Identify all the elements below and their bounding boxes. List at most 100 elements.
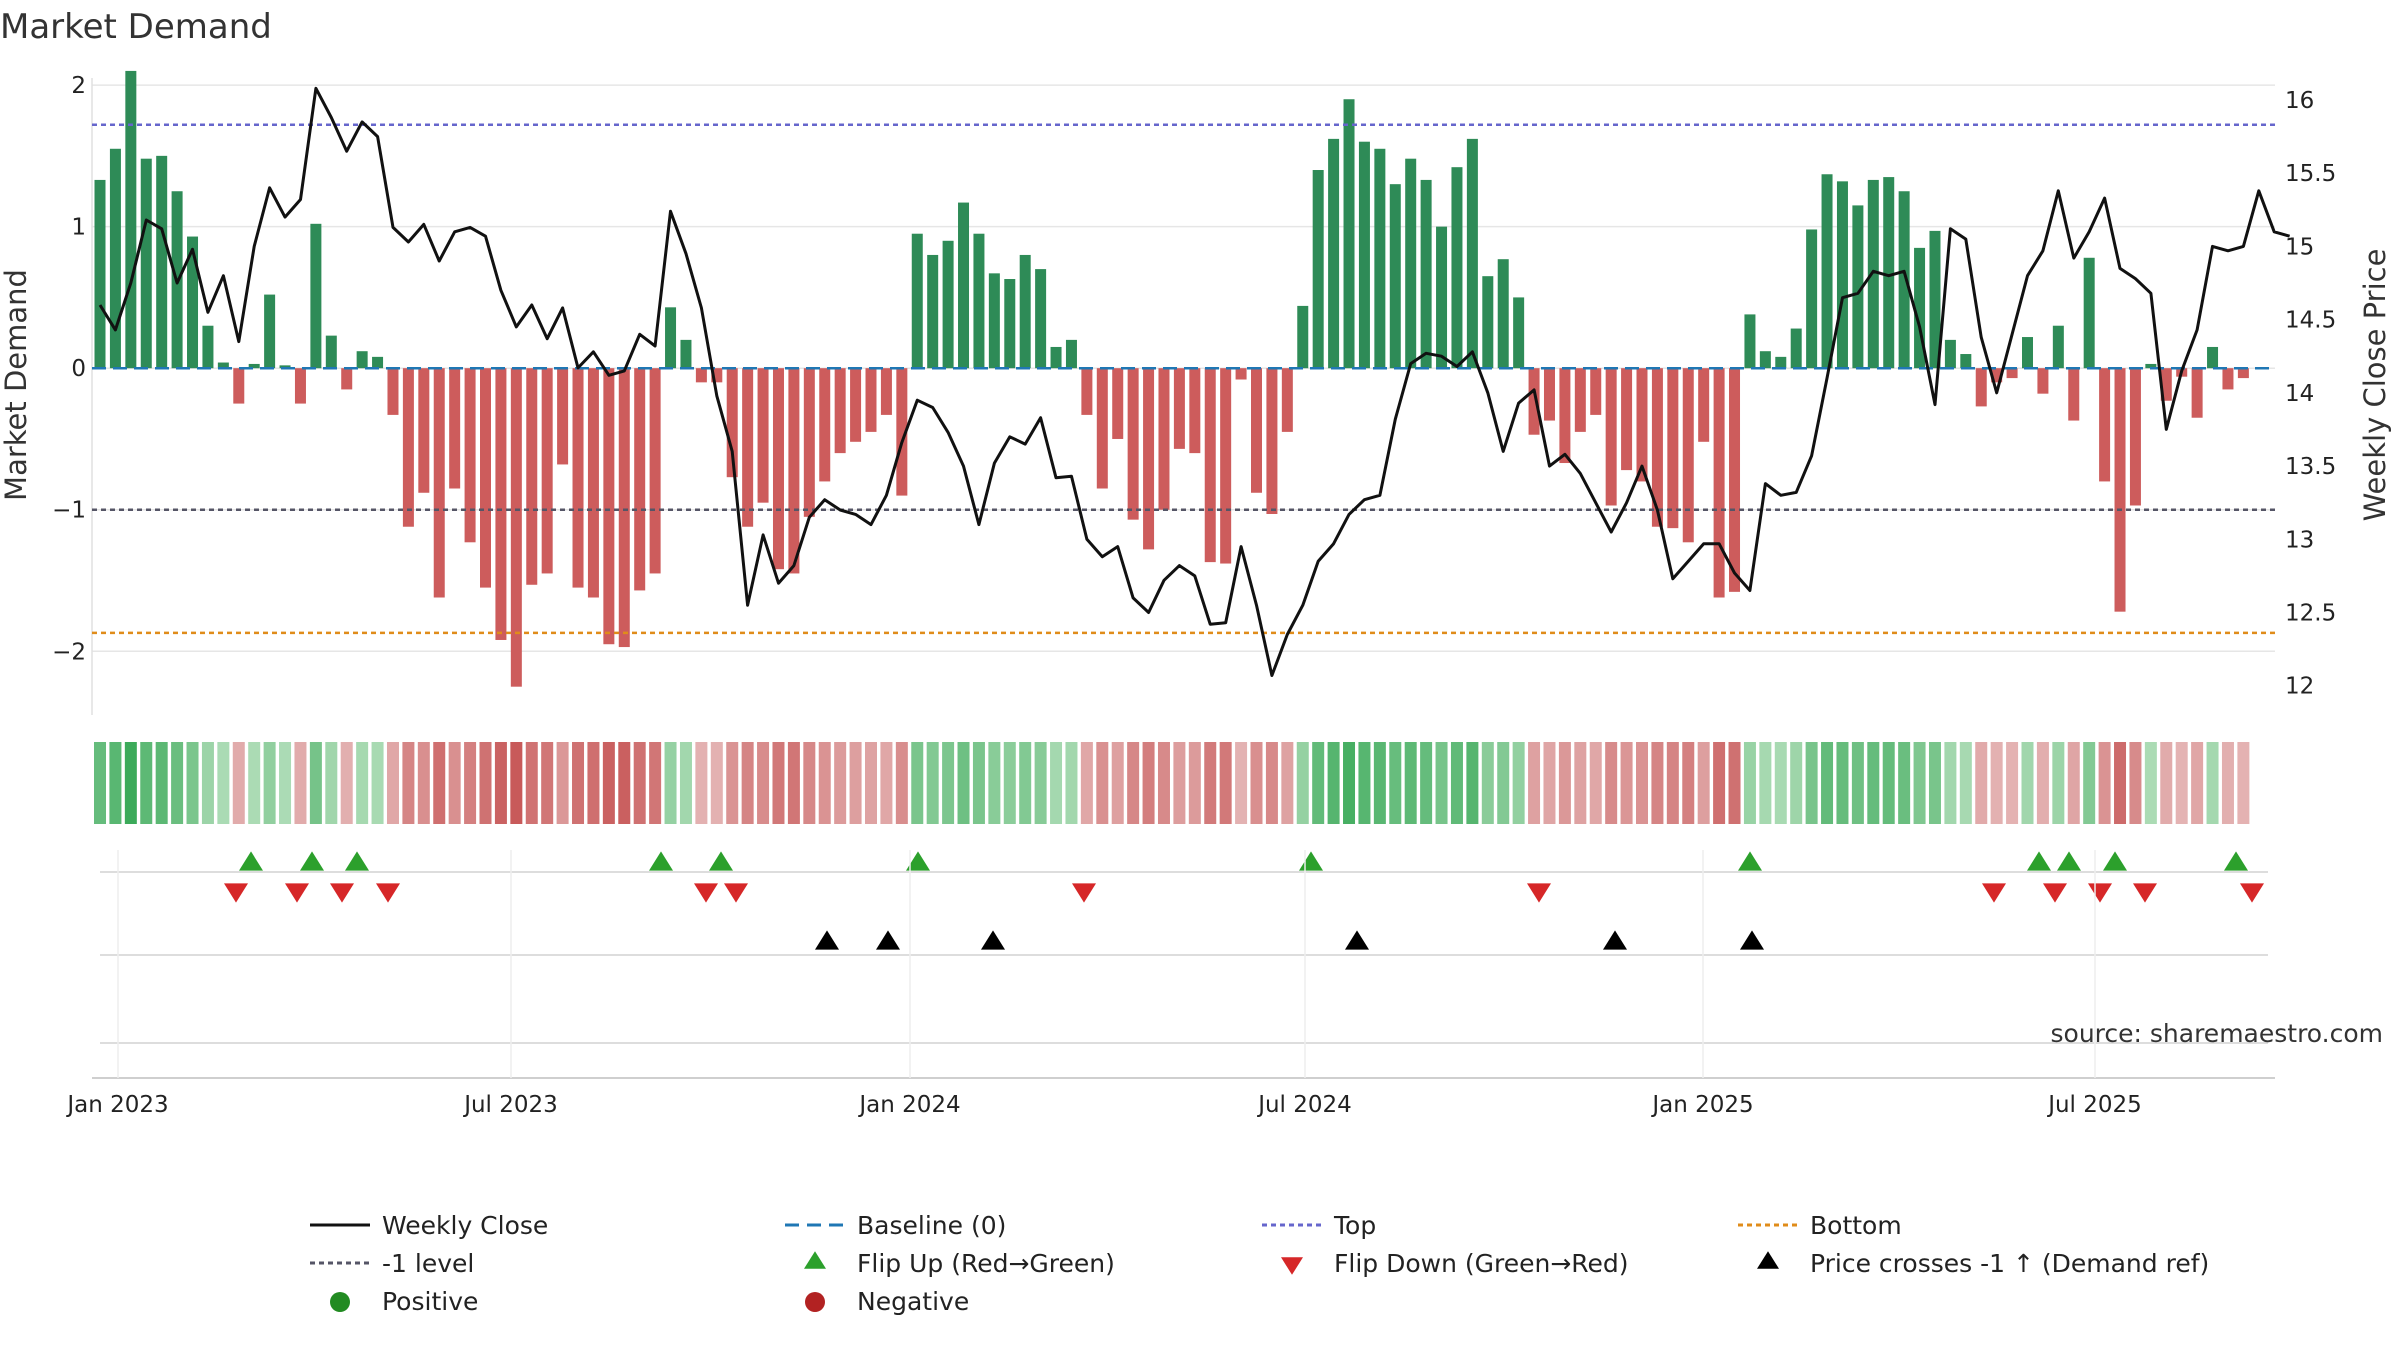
negative-bar: [572, 368, 584, 588]
heat-cell: [140, 742, 153, 824]
heat-cell: [309, 742, 322, 824]
negative-bar: [1112, 368, 1124, 439]
heat-cell: [1682, 742, 1695, 824]
heat-cell: [1142, 742, 1155, 824]
negative-bar: [2160, 368, 2172, 401]
heat-cell: [201, 742, 214, 824]
positive-bar: [1050, 346, 1062, 369]
legend: Weekly Close Baseline (0) Top Bottom -1 leve…: [310, 1211, 2209, 1316]
negative-bar: [557, 368, 569, 465]
positive-bar: [1436, 226, 1448, 369]
heat-cell: [757, 742, 770, 824]
heat-cell: [186, 742, 199, 824]
flip-up-marker: [2224, 851, 2248, 871]
negative-bar: [711, 368, 723, 383]
demand-heat-strip: [94, 742, 2250, 824]
negative-bar: [1220, 368, 1232, 564]
positive-bar: [1451, 167, 1463, 369]
negative-bar: [603, 368, 615, 645]
heat-cell: [1435, 742, 1448, 824]
negative-bar: [526, 368, 538, 585]
legend-label: Flip Up (Red→Green): [857, 1249, 1115, 1278]
positive-bar: [1065, 339, 1077, 369]
heat-cell: [2206, 742, 2219, 824]
positive-bar: [1482, 276, 1494, 369]
negative-bar: [1667, 368, 1679, 529]
heat-cell: [602, 742, 615, 824]
negative-bar: [1081, 368, 1093, 415]
heat-cell: [248, 742, 261, 824]
positive-bar: [279, 365, 291, 369]
right-tick-label: 13.5: [2285, 454, 2336, 480]
flip-down-marker: [2043, 883, 2067, 903]
negative-bar: [1636, 368, 1648, 482]
positive-bar: [958, 202, 970, 369]
heat-cell: [1219, 742, 1232, 824]
heat-cell: [402, 742, 415, 824]
heat-cell: [2067, 742, 2080, 824]
left-tick-label: −2: [52, 639, 86, 665]
negative-bar: [1621, 368, 1633, 471]
negative-bar: [1574, 368, 1586, 432]
right-tick-label: 14.5: [2285, 308, 2336, 334]
negative-bar: [294, 368, 306, 404]
right-tick-label: 15: [2285, 234, 2314, 260]
negative-bar: [850, 368, 862, 442]
legend-label: Top: [1333, 1211, 1376, 1240]
x-axis: Jan 2023 Jul 2023 Jan 2024 Jul 2024 Jan 2025…: [65, 850, 2275, 1118]
price-cross-marker: [1740, 930, 1764, 950]
price-cross-marker: [1345, 930, 1369, 950]
negative-bar: [1543, 368, 1555, 421]
negative-bar: [1127, 368, 1139, 520]
positive-bar: [1358, 141, 1370, 369]
positive-bar: [2145, 363, 2157, 369]
heat-cell: [1019, 742, 1032, 824]
heat-cell: [1296, 742, 1309, 824]
negative-bar: [1281, 368, 1293, 432]
flip-down-marker: [376, 883, 400, 903]
heat-cell: [1389, 742, 1402, 824]
negative-bar: [2237, 368, 2249, 379]
heat-cell: [1805, 742, 1818, 824]
negative-bar: [1651, 368, 1663, 527]
negative-bar: [880, 368, 892, 415]
flip-down-marker: [224, 883, 248, 903]
heat-cell: [1204, 742, 1217, 824]
heat-cell: [1743, 742, 1756, 824]
negative-bar: [510, 368, 522, 687]
heat-cell: [679, 742, 692, 824]
right-tick-label: 15.5: [2285, 161, 2336, 187]
x-tick-label: Jan 2023: [65, 1092, 168, 1118]
heat-cell: [433, 742, 446, 824]
heat-cell: [1497, 742, 1510, 824]
weekly-close-series: [98, 86, 2291, 677]
negative-bar: [495, 368, 507, 640]
heat-cell: [1050, 742, 1063, 824]
negative-bar: [1729, 368, 1741, 592]
positive-bar: [1929, 230, 1941, 369]
negative-bar: [2099, 368, 2111, 482]
heat-cell: [1111, 742, 1124, 824]
heat-cell: [1188, 742, 1201, 824]
negative-bar: [1682, 368, 1694, 543]
positive-bar: [248, 363, 260, 369]
heat-cell: [124, 742, 137, 824]
positive-bar: [94, 179, 106, 369]
positive-bar: [1944, 339, 1956, 369]
positive-bar: [927, 254, 939, 369]
positive-bar: [1374, 148, 1386, 369]
legend-label: Bottom: [1810, 1211, 1902, 1240]
demand-bars: [94, 70, 2249, 687]
negative-bar: [2222, 368, 2234, 390]
legend-label: Negative: [857, 1287, 969, 1316]
positive-bar: [1836, 181, 1848, 369]
right-axis-label: Weekly Close Price: [2358, 249, 2392, 522]
left-tick-label: 1: [71, 215, 86, 241]
flip-up-marker: [649, 851, 673, 871]
heat-cell: [834, 742, 847, 824]
flip-up-marker: [906, 851, 930, 871]
heat-cell: [1173, 742, 1186, 824]
positive-bar: [372, 356, 384, 369]
signal-markers: [224, 851, 2264, 950]
heat-cell: [1343, 742, 1356, 824]
